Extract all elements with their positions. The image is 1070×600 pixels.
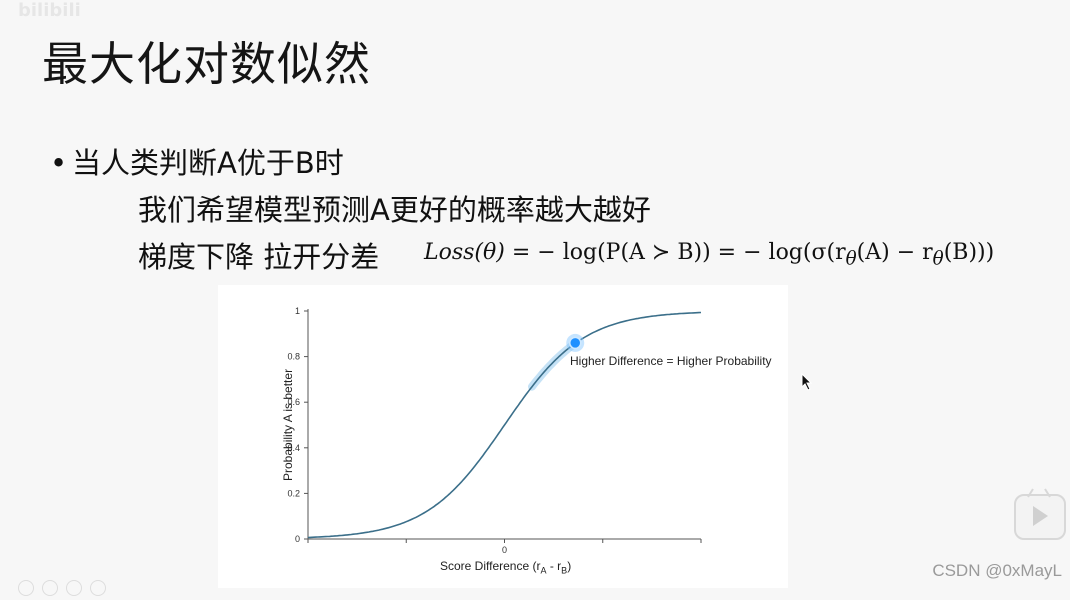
toolbar-icon[interactable] [18,580,34,596]
play-icon [1033,506,1048,526]
chart-svg: 0 0.2 0.4 0.6 0.8 1 0 [287,306,702,555]
y-tick-label: 0.2 [287,488,300,498]
slide-toolbar [18,580,138,596]
sub-point-1: 我们希望模型预测A更好的概率越大越好 [138,193,651,227]
x-axis-label-main: Score Difference (r [440,559,541,573]
bullet-item: • 当人类判断A优于B时 [50,140,344,182]
toolbar-icon[interactable] [90,580,106,596]
y-tick-label: 0 [295,534,300,544]
loss-formula: Loss(θ) = − log(P(A ≻ B)) = − log(σ(rθ(A… [424,240,994,269]
y-tick-label: 0.4 [287,443,300,453]
chart-annotation: Higher Difference = Higher Probability [570,354,772,368]
mouse-cursor-icon [801,373,813,391]
formula-mid: (A) − r [856,240,933,265]
bullet-text: 当人类判断A优于B时 [72,146,344,180]
top-watermark: bilibili [0,0,326,22]
formula-lhs: Loss(θ) [424,240,505,265]
y-tick-label: 0.8 [287,352,300,362]
y-axis-label: Probability A is better [281,368,295,481]
formula-theta1: θ [845,248,857,270]
highlight-point [568,336,582,350]
bullet-dot-icon: • [50,146,68,180]
x-tick-label: 0 [502,545,507,555]
csdn-watermark: CSDN @0xMayL [932,561,1062,580]
formula-end: (B))) [943,240,995,265]
x-axis-label-sub-a: A [540,565,547,576]
y-tick-label: 0.6 [287,397,300,407]
slide-title: 最大化对数似然 [42,37,371,91]
y-tick-label: 1 [295,306,300,316]
formula-theta2: θ [932,248,944,270]
sigmoid-chart: 0 0.2 0.4 0.6 0.8 1 0 Higher Difference = High… [218,285,788,588]
formula-eq1: = − log(P(A ≻ B)) = − log(σ(r [504,240,846,265]
x-axis-label-sub-b: B [561,565,568,576]
tv-ears-icon [1027,488,1051,498]
x-axis-label-dash: - r [546,559,562,573]
toolbar-icon[interactable] [42,580,58,596]
toolbar-icon[interactable] [66,580,82,596]
x-axis-label: Score Difference (rA - rB) [440,559,571,575]
sub-point-2-label: 梯度下降 拉开分差 [138,240,380,274]
sigmoid-curve [307,311,702,539]
sub-point-2: 梯度下降 拉开分差 [138,234,379,276]
curve-glow [528,340,578,391]
x-axis-label-close: ) [567,559,572,573]
bilibili-logo: bilibili [18,0,81,21]
play-button[interactable] [1014,488,1066,540]
